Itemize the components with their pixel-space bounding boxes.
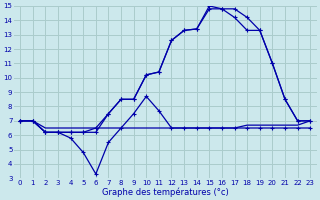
X-axis label: Graphe des températures (°c): Graphe des températures (°c) [102, 187, 228, 197]
